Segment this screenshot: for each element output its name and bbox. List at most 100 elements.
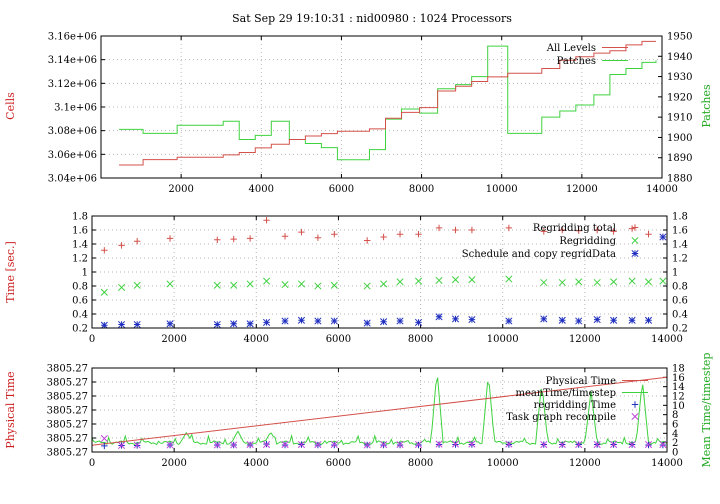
p3-point-cross (230, 441, 238, 449)
p2-xtick-label: 2000 (161, 334, 186, 345)
p2-right-ytick-label: 0.4 (672, 310, 688, 321)
p2-point-star (558, 316, 566, 324)
series-physical-time-line (91, 376, 668, 446)
p1-xtick-label: 12000 (566, 184, 598, 195)
p2-point-cross (610, 278, 618, 286)
p3-point-cross (505, 440, 513, 448)
p1-y2label: Patches (700, 84, 713, 128)
p2-xtick-label: 8000 (408, 334, 433, 345)
p2-left-ytick-label: 1 (82, 268, 88, 279)
p1-right-ytick-label: 1950 (667, 32, 692, 43)
p3-right-ytick-label: 2 (672, 438, 678, 449)
p2-point-star (380, 318, 388, 326)
p1-left-ytick-label: 3.14e+06 (48, 55, 97, 66)
legend-regridding-total-swatch (631, 224, 639, 231)
p2-point-star (575, 317, 583, 325)
p2-point-cross (166, 280, 174, 288)
p2-point-plus (610, 228, 617, 235)
p3-point-cross (281, 440, 289, 449)
p2-point-cross (297, 280, 306, 288)
p3-point-cross (414, 440, 423, 449)
p3-ylabel: Physical Time (4, 371, 17, 448)
p3-left-ytick-label: 3805.27 (47, 448, 88, 459)
p3-left-ytick-label: 3805.27 (47, 392, 88, 403)
p2-xtick-label: 12000 (569, 334, 601, 345)
legend-physical-time-label: Physical Time (546, 376, 616, 387)
p3-right-ytick-label: 6 (672, 420, 678, 431)
p3-point-cross (558, 440, 566, 449)
p2-xtick-label: 14000 (651, 334, 683, 345)
p2-point-star (281, 317, 289, 325)
p3-point-cross (435, 440, 443, 448)
legend-all-levels-label: All Levels (546, 43, 596, 54)
p3-right-ytick-label: 14 (672, 382, 685, 393)
p3-point-cross (468, 440, 476, 448)
p3-point-cross (540, 440, 548, 449)
p2-point-star (230, 320, 238, 328)
p2-point-cross (100, 288, 108, 296)
p3-y2label: Mean Time/timestep (700, 353, 713, 468)
p2-point-star (644, 316, 653, 324)
p2-point-plus (505, 224, 513, 232)
p3-point-cross (133, 441, 141, 449)
p1-xtick-label: 6000 (329, 184, 354, 195)
p2-point-cross (230, 281, 238, 289)
p2-point-star (435, 313, 443, 321)
p2-point-cross (505, 275, 513, 283)
p3-point-cross (118, 441, 126, 450)
p2-point-star (414, 318, 423, 326)
p1-left-ytick-label: 3.04e+06 (48, 174, 97, 185)
p2-right-ytick-label: 1.2 (672, 254, 688, 265)
p2-point-cross (468, 276, 476, 284)
p2-point-cross (659, 277, 667, 285)
p3-point-cross (575, 440, 583, 449)
p3-left-ytick-label: 3805.27 (47, 434, 88, 445)
p2-left-ytick-label: 1.2 (72, 254, 88, 265)
p3-right-ytick-label: 18 (672, 364, 685, 375)
p2-point-plus (118, 242, 125, 249)
p2-left-ytick-label: 0.2 (72, 324, 88, 335)
p2-point-star (659, 233, 667, 241)
panel-physical-time: 0 2000 4000 6000 8000 10000 12000 14000 3805.27 3… (4, 353, 713, 469)
p2-point-cross (263, 277, 271, 285)
p2-point-star (540, 315, 548, 323)
p2-right-ytick-label: 0.2 (672, 324, 688, 335)
p1-right-ytick-label: 1890 (667, 153, 692, 164)
p3-xtick-label: 0 (89, 458, 95, 469)
p1-left-ytick-label: 3.08e+06 (48, 126, 97, 137)
p2-point-plus (133, 238, 141, 245)
p2-right-ytick-label: 1.4 (672, 240, 688, 251)
p1-ylabel: Cells (4, 92, 17, 120)
p3-right-ytick-label: 8 (672, 410, 678, 421)
legend-regridding-label: Regridding (559, 236, 616, 247)
p3-point-cross (451, 440, 460, 448)
p2-point-star (133, 320, 141, 329)
p3-point-cross (297, 440, 306, 449)
p2-point-cross (396, 278, 404, 286)
p2-frame (91, 215, 668, 329)
p3-xtick-label: 2000 (161, 458, 186, 469)
p3-point-cross (363, 441, 371, 449)
p2-point-plus (396, 231, 404, 238)
p3-xtick-label: 14000 (651, 458, 683, 469)
p2-left-ytick-label: 0.8 (72, 282, 88, 293)
p3-point-cross (659, 440, 667, 449)
p1-left-ytick-label: 3.12e+06 (48, 79, 97, 90)
p2-point-plus (281, 233, 289, 240)
p3-point-cross (380, 440, 388, 449)
legend-task-graph-swatch (631, 412, 639, 421)
p3-point-cross (213, 441, 221, 449)
p2-point-plus (645, 231, 652, 238)
p2-point-cross (246, 280, 254, 288)
p2-left-ytick-label: 1.6 (72, 226, 88, 237)
p2-point-cross (540, 278, 548, 287)
p1-left-ytick-label: 3.1e+06 (54, 103, 97, 114)
p1-xtick-label: 2000 (168, 184, 193, 195)
p3-left-ytick-label: 3805.27 (47, 420, 88, 431)
p1-right-ytick-label: 1940 (667, 52, 692, 63)
p2-point-plus (298, 228, 305, 236)
p2-xtick-label: 10000 (487, 334, 519, 345)
p2-point-star (330, 317, 338, 325)
p2-xtick-label: 0 (89, 334, 95, 345)
p2-point-star (213, 320, 221, 329)
